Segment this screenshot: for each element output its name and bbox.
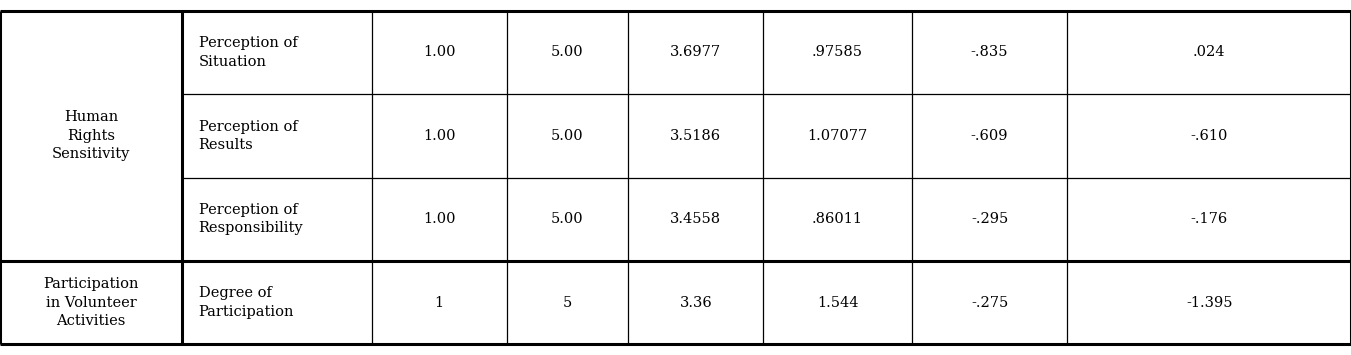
Text: 3.6977: 3.6977 — [670, 45, 721, 59]
Text: 3.4558: 3.4558 — [670, 212, 721, 226]
Text: 5.00: 5.00 — [551, 129, 584, 143]
Text: Degree of
Participation: Degree of Participation — [199, 286, 295, 319]
Text: -.835: -.835 — [971, 45, 1008, 59]
Text: 3.36: 3.36 — [680, 296, 712, 310]
Text: -1.395: -1.395 — [1186, 296, 1232, 310]
Text: -.176: -.176 — [1190, 212, 1228, 226]
Text: Perception of
Situation: Perception of Situation — [199, 36, 297, 69]
Text: 5.00: 5.00 — [551, 212, 584, 226]
Text: .86011: .86011 — [812, 212, 863, 226]
Text: 1: 1 — [435, 296, 443, 310]
Text: -.610: -.610 — [1190, 129, 1228, 143]
Text: 1.00: 1.00 — [423, 45, 455, 59]
Text: Perception of
Responsibility: Perception of Responsibility — [199, 203, 303, 235]
Text: 1.00: 1.00 — [423, 129, 455, 143]
Text: 1.07077: 1.07077 — [808, 129, 867, 143]
Text: 5.00: 5.00 — [551, 45, 584, 59]
Text: Participation
in Volunteer
Activities: Participation in Volunteer Activities — [43, 277, 139, 328]
Text: Perception of
Results: Perception of Results — [199, 120, 297, 152]
Text: .97585: .97585 — [812, 45, 863, 59]
Text: -.295: -.295 — [971, 212, 1008, 226]
Text: 3.5186: 3.5186 — [670, 129, 721, 143]
Text: Human
Rights
Sensitivity: Human Rights Sensitivity — [51, 110, 131, 161]
Text: 1.00: 1.00 — [423, 212, 455, 226]
Text: 5: 5 — [563, 296, 571, 310]
Text: -.275: -.275 — [971, 296, 1008, 310]
Text: 1.544: 1.544 — [817, 296, 858, 310]
Text: -.609: -.609 — [971, 129, 1008, 143]
Text: .024: .024 — [1193, 45, 1225, 59]
